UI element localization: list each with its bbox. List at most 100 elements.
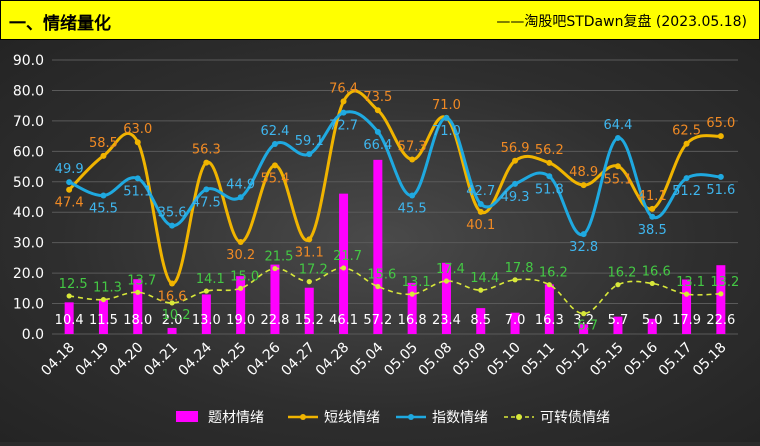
- x-tick-label: 05.05: [381, 340, 421, 380]
- index-line-point-05.12: [580, 231, 587, 238]
- index-line-point-04.28: [340, 109, 347, 116]
- short-line-point-04.19: [100, 152, 107, 159]
- y-tick-label: 90.0: [13, 53, 44, 69]
- short-label-05.11: 56.2: [535, 143, 564, 158]
- y-tick-label: 50.0: [13, 175, 44, 191]
- x-tick-label: 05.12: [553, 340, 593, 380]
- x-tick-label: 04.24: [176, 339, 216, 379]
- convert-line-point-05.09: [478, 287, 484, 293]
- x-tick-label: 05.08: [416, 340, 456, 380]
- convert-line-point-05.05: [409, 291, 415, 297]
- index-line-point-05.15: [614, 134, 621, 141]
- convert-label-04.20: 13.7: [127, 273, 156, 288]
- convert-line-point-05.04: [375, 283, 381, 290]
- short-label-05.04: 73.5: [363, 90, 392, 105]
- index-label-05.16: 38.5: [638, 223, 667, 238]
- convert-line-point-04.28: [340, 265, 347, 271]
- index-line-point-04.18: [66, 179, 73, 186]
- bar-label-04.27: 15.2: [295, 313, 324, 328]
- short-line-point-04.27: [306, 236, 313, 243]
- index-label-04.26: 62.4: [260, 124, 289, 139]
- short-line-point-04.21: [169, 280, 176, 287]
- x-axis: 04.1804.1904.2004.2104.2404.2504.2604.27…: [38, 339, 729, 379]
- short-label-04.27: 31.1: [295, 245, 324, 260]
- legend-swatch-marker: [300, 414, 306, 420]
- convert-line-point-05.16: [649, 280, 655, 287]
- convert-label-04.19: 11.3: [93, 281, 122, 296]
- short-label-04.19: 58.5: [89, 136, 118, 151]
- index-line-point-05.11: [546, 173, 553, 180]
- bar-05.09: [476, 308, 486, 334]
- legend-swatch-marker: [408, 414, 414, 420]
- short-line-point-05.18: [717, 133, 724, 140]
- index-line-point-04.26: [271, 141, 278, 148]
- index-label-04.20: 51.1: [123, 184, 152, 199]
- short-line-point-05.17: [683, 140, 690, 147]
- convert-label-04.21: 10.2: [162, 308, 191, 323]
- index-line-point-04.20: [134, 175, 141, 182]
- short-label-05.16: 41.1: [638, 189, 667, 204]
- short-line-point-04.25: [237, 239, 244, 246]
- convert-label-05.05: 13.1: [402, 275, 431, 290]
- short-label-05.05: 57.3: [398, 140, 427, 155]
- bar-label-04.20: 18.0: [123, 313, 152, 328]
- page-subtitle: ——淘股吧STDawn复盘 (2023.05.18): [496, 14, 747, 30]
- convert-line-point-04.21: [169, 300, 175, 306]
- bar-label-04.25: 19.0: [226, 313, 255, 328]
- bar-label-04.26: 22.8: [260, 313, 289, 328]
- x-tick-label: 05.04: [347, 339, 387, 379]
- bar-label-05.10: 7.0: [505, 313, 526, 328]
- short-label-05.15: 55.1: [603, 172, 632, 187]
- short-line-point-05.05: [409, 156, 416, 163]
- bar-label-04.24: 13.0: [192, 313, 221, 328]
- index-line-point-04.27: [306, 151, 313, 158]
- bar-label-05.11: 16.3: [535, 313, 564, 328]
- page-title: 一、情绪量化: [9, 14, 111, 34]
- y-tick-label: 80.0: [13, 83, 44, 99]
- convert-line-point-05.08: [443, 278, 450, 284]
- bar-05.05: [407, 282, 417, 334]
- convert-label-05.15: 16.2: [607, 266, 636, 281]
- bar-label-04.21: 2.0: [162, 313, 183, 328]
- short-label-04.20: 63.0: [123, 122, 152, 137]
- index-label-05.05: 45.5: [398, 201, 427, 216]
- bar-04.25: [236, 276, 246, 334]
- legend-label: 题材情绪: [208, 410, 264, 426]
- bar-label-05.05: 16.8: [398, 313, 427, 328]
- convert-line-point-04.18: [66, 293, 72, 299]
- index-line-point-05.17: [683, 175, 690, 182]
- short-label-04.28: 76.4: [329, 81, 358, 96]
- x-tick-label: 04.21: [141, 340, 181, 380]
- convert-label-04.28: 21.7: [333, 249, 362, 264]
- bar-04.28: [339, 193, 349, 334]
- index-line-point-05.04: [374, 128, 381, 135]
- bar-04.19: [98, 298, 108, 334]
- short-line-point-05.15: [614, 163, 621, 170]
- bar-label-05.16: 5.0: [642, 313, 663, 328]
- index-label-04.19: 45.5: [89, 201, 118, 216]
- y-tick-label: 60.0: [13, 144, 44, 160]
- short-label-04.25: 30.2: [226, 248, 255, 263]
- bar-label-04.18: 10.4: [55, 313, 84, 328]
- convert-label-05.12: 6.7: [577, 319, 598, 334]
- bar-05.18: [716, 265, 726, 334]
- short-line-point-05.04: [374, 107, 381, 114]
- y-tick-label: 40.0: [13, 205, 44, 221]
- legend-label: 指数情绪: [432, 410, 488, 426]
- y-tick-label: 20.0: [13, 266, 44, 282]
- bar-04.18: [64, 302, 74, 334]
- convert-label-04.27: 17.2: [299, 263, 328, 278]
- index-label-05.15: 64.4: [603, 118, 632, 133]
- x-tick-label: 04.26: [244, 339, 284, 379]
- y-tick-label: 30.0: [13, 236, 44, 252]
- y-tick-label: 10.0: [13, 297, 44, 313]
- x-tick-label: 05.10: [484, 340, 524, 380]
- short-line-point-04.20: [134, 139, 141, 146]
- index-label-05.12: 32.8: [569, 240, 598, 255]
- short-label-04.24: 56.3: [192, 143, 221, 158]
- index-label-05.18: 51.6: [706, 183, 735, 198]
- emotion-chart: 0.010.020.030.040.050.060.070.080.090.0 …: [13, 53, 739, 426]
- convert-line-point-04.24: [203, 288, 209, 294]
- index-line-point-04.25: [237, 194, 244, 201]
- bar-label-04.28: 46.1: [329, 313, 358, 328]
